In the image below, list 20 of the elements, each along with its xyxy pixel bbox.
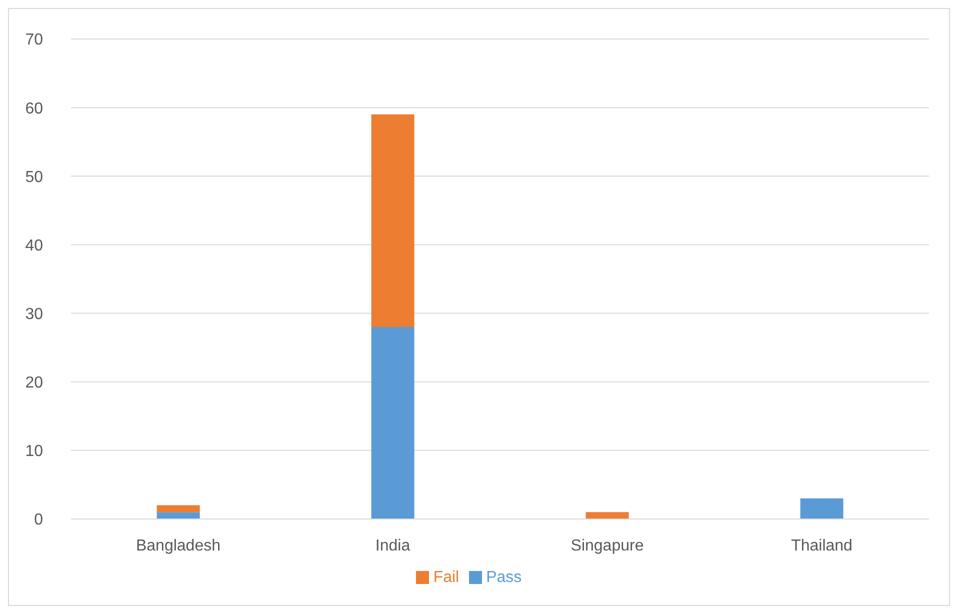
y-tick-label: 10 — [25, 443, 44, 460]
bar — [156, 505, 200, 512]
legend-label: Pass — [486, 569, 522, 586]
bar — [586, 512, 629, 519]
bar — [371, 114, 414, 327]
legend-label: Fail — [433, 569, 460, 586]
bar — [156, 512, 200, 519]
y-tick-label: 0 — [34, 512, 44, 529]
x-tick-label: Singapure — [570, 537, 644, 554]
y-tick-label: 40 — [25, 237, 44, 254]
x-tick-label: Thailand — [791, 537, 852, 554]
y-tick-label: 70 — [25, 32, 44, 49]
y-tick-label: 50 — [25, 168, 44, 186]
x-tick-label: Bangladesh — [136, 537, 221, 554]
y-tick-label: 30 — [25, 306, 44, 323]
x-tick-label: India — [375, 537, 410, 554]
y-tick-label: 60 — [25, 100, 44, 118]
bar — [371, 327, 414, 519]
y-tick-label: 20 — [25, 374, 44, 392]
bar — [800, 498, 844, 519]
